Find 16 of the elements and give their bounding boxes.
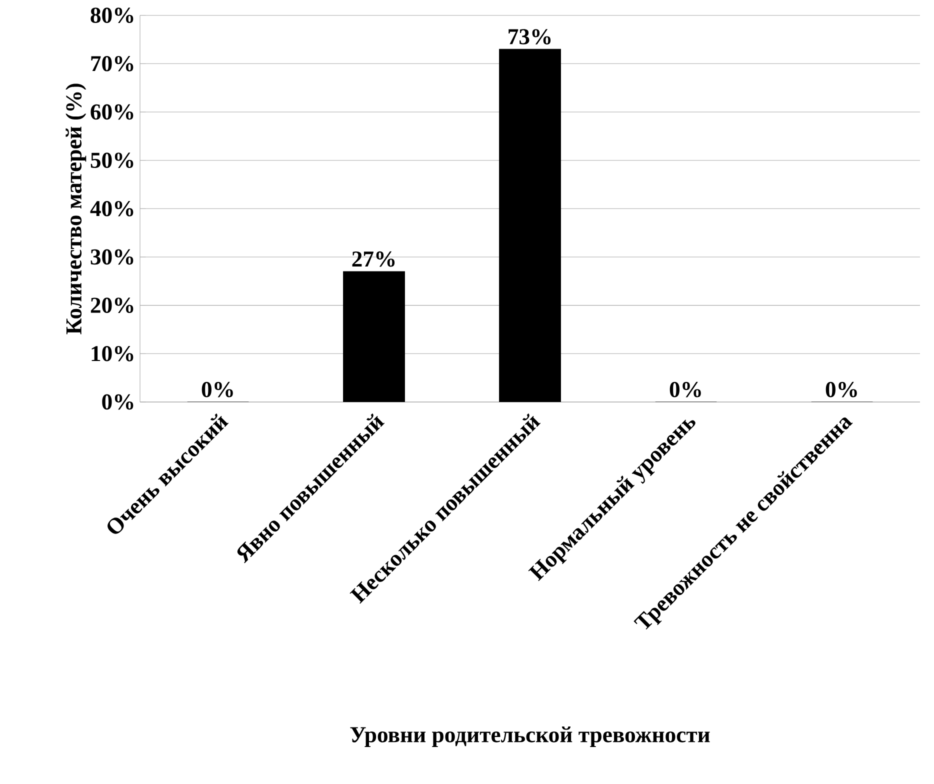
- y-tick-label: 10%: [92, 346, 134, 362]
- data-label: 0%: [670, 382, 701, 398]
- y-tick-label: 20%: [90, 298, 134, 314]
- data-label: 27%: [352, 251, 395, 267]
- x-axis-title: Уровни родительской тревожности: [350, 726, 710, 747]
- data-label: 0%: [202, 382, 233, 398]
- y-tick-label: 50%: [90, 152, 134, 168]
- y-tick-label: 60%: [90, 104, 134, 120]
- y-tick-label: 70%: [91, 56, 134, 72]
- y-axis-title: Количество матерей (%): [66, 84, 86, 334]
- data-label: 0%: [826, 382, 857, 398]
- y-tick-label: 0%: [102, 394, 134, 410]
- y-tick-label: 80%: [90, 8, 134, 24]
- y-tick-label: 30%: [90, 249, 134, 265]
- data-label: 73%: [508, 29, 551, 44]
- y-tick-label: 40%: [90, 200, 134, 216]
